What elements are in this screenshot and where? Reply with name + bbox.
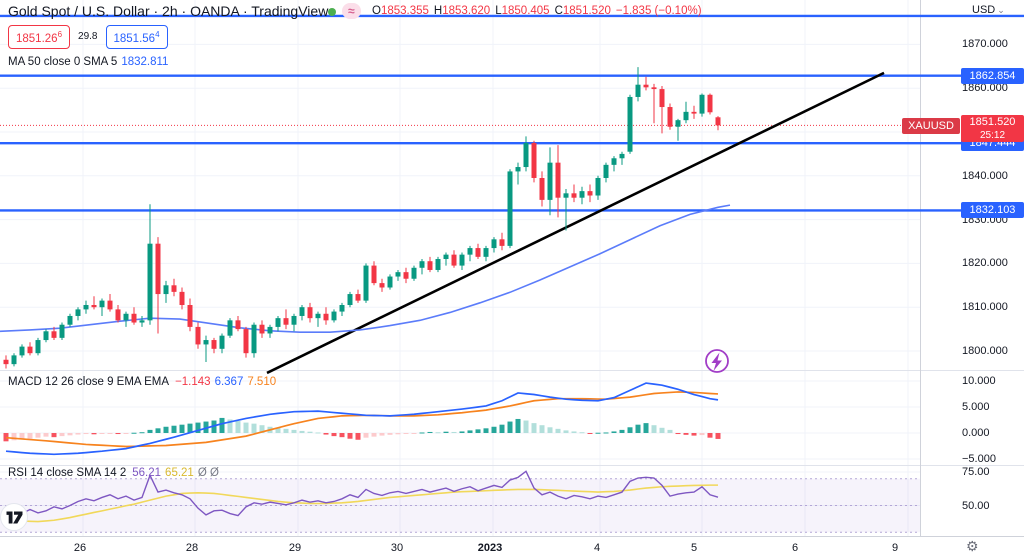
rsi-value: 56.21 (132, 467, 162, 479)
spread-value: 29.8 (78, 31, 98, 43)
sell-button[interactable]: 1851.266 (8, 25, 71, 49)
price-tick-label: 1870.000 (962, 38, 1008, 51)
low-value: 1850.405 (501, 5, 550, 17)
high-value: 1853.620 (442, 5, 491, 17)
low-label: L (495, 5, 502, 17)
macd-tick-label: 10.000 (962, 375, 996, 387)
time-tick-label: 28 (185, 542, 199, 554)
time-tick-label: 6 (791, 542, 799, 554)
gridlines (0, 0, 920, 536)
rsi-panel[interactable] (5, 470, 719, 523)
change-value: −1.835 (−0.10%) (615, 5, 702, 17)
macd-signal-value: 7.510 (247, 376, 277, 388)
close-label: C (554, 5, 563, 17)
last-price-badge: 1851.520 25:12 (961, 115, 1024, 142)
price-tick-label: 1800.000 (962, 345, 1008, 357)
macd-line-value: 6.367 (214, 376, 244, 388)
level-price-badge: 1832.103 (961, 202, 1024, 219)
currency-selector[interactable]: USD ⌄ (972, 4, 1005, 16)
symbol-price-label: XAUUSD (902, 118, 960, 134)
horizontal-level-lines[interactable] (0, 14, 1024, 212)
open-label: O (372, 5, 381, 17)
ohlc-readout: O1853.355 H1853.620 L1850.405 C1851.520 −1.8… (372, 5, 707, 17)
tradingview-logo-icon (0, 503, 28, 531)
lightning-icon[interactable] (705, 349, 729, 373)
rsi-extra: Ø Ø (197, 467, 219, 479)
ma50-line[interactable] (0, 204, 731, 333)
rsi-ma-line (5, 484, 719, 523)
macd-signal-line (5, 391, 719, 448)
time-tick-label: 29 (288, 542, 302, 554)
close-value: 1851.520 (562, 5, 611, 17)
chevron-down-icon: ⌄ (997, 5, 1005, 15)
rsi-band (0, 478, 920, 533)
trendline[interactable] (266, 71, 885, 375)
open-value: 1853.355 (380, 5, 429, 17)
macd-panel[interactable] (3, 382, 721, 456)
buy-button[interactable]: 1851.564 (105, 25, 168, 49)
time-tick-label: 4 (593, 542, 601, 554)
price-tick-label: 1810.000 (962, 301, 1008, 314)
ma-legend: MA 50 close 0 SMA 5 1832.811 (8, 56, 169, 68)
candles[interactable] (3, 67, 721, 369)
rsi-legend: RSI 14 close SMA 14 2 56.21 65.21 Ø Ø (8, 467, 219, 479)
time-tick-label: 30 (390, 542, 404, 554)
high-label: H (433, 5, 443, 17)
macd-tick-label: 0.000 (962, 427, 990, 439)
macd-line (5, 382, 719, 456)
level-price-badge: 1862.854 (961, 67, 1024, 84)
rsi-tick-label: 75.00 (962, 466, 990, 478)
quote-row: 1851.266 29.8 1851.564 (8, 25, 168, 49)
price-tick-label: 1860.000 (962, 82, 1008, 95)
time-tick-label: 5 (690, 542, 698, 554)
price-tick-label: 1820.000 (962, 257, 1008, 270)
macd-tick-label: −5.000 (962, 453, 996, 465)
approx-badge-icon[interactable]: ≈ (342, 3, 361, 19)
time-tick-label: 2023 (477, 542, 503, 554)
ma-value: 1832.811 (121, 56, 169, 68)
gear-icon[interactable]: ⚙ (966, 538, 979, 554)
rsi-tick-label: 50.00 (962, 499, 990, 512)
rsi-ma-value: 65.21 (165, 467, 194, 479)
macd-tick-label: 5.000 (962, 401, 990, 413)
time-tick-label: 9 (891, 542, 899, 554)
price-tick-label: 1840.000 (962, 169, 1008, 182)
market-open-dot-icon (328, 8, 336, 16)
rsi-line (5, 470, 719, 519)
time-tick-label: 26 (73, 542, 87, 554)
symbol-title[interactable]: Gold Spot / U.S. Dollar · 2h · OANDA · T… (8, 3, 329, 19)
macd-legend: MACD 12 26 close 9 EMA EMA −1.143 6.367 7.5… (8, 376, 277, 388)
macd-hist-value: −1.143 (175, 376, 211, 388)
bar-countdown: 25:12 (979, 130, 1006, 141)
panel-separators (0, 0, 1024, 537)
